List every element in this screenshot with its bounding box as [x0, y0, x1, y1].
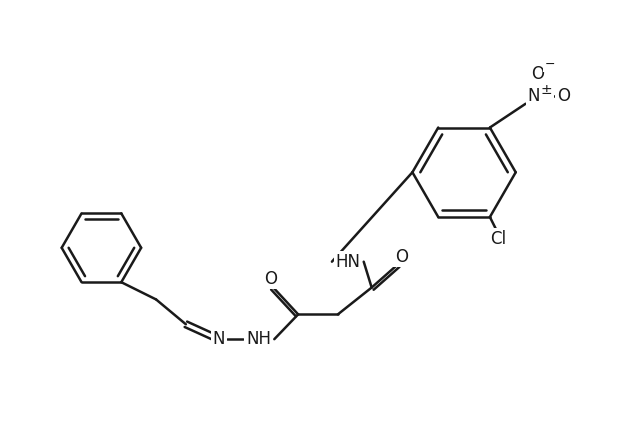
- Text: O: O: [264, 269, 277, 287]
- Text: N: N: [527, 87, 540, 105]
- Text: O: O: [557, 87, 570, 105]
- Text: ±: ±: [541, 83, 552, 97]
- Text: Cl: Cl: [490, 230, 506, 248]
- Text: O: O: [395, 248, 408, 266]
- Text: −: −: [544, 57, 555, 70]
- Text: N: N: [212, 330, 225, 348]
- Text: HN: HN: [335, 253, 360, 271]
- Text: NH: NH: [246, 330, 271, 348]
- Text: O: O: [531, 65, 544, 83]
